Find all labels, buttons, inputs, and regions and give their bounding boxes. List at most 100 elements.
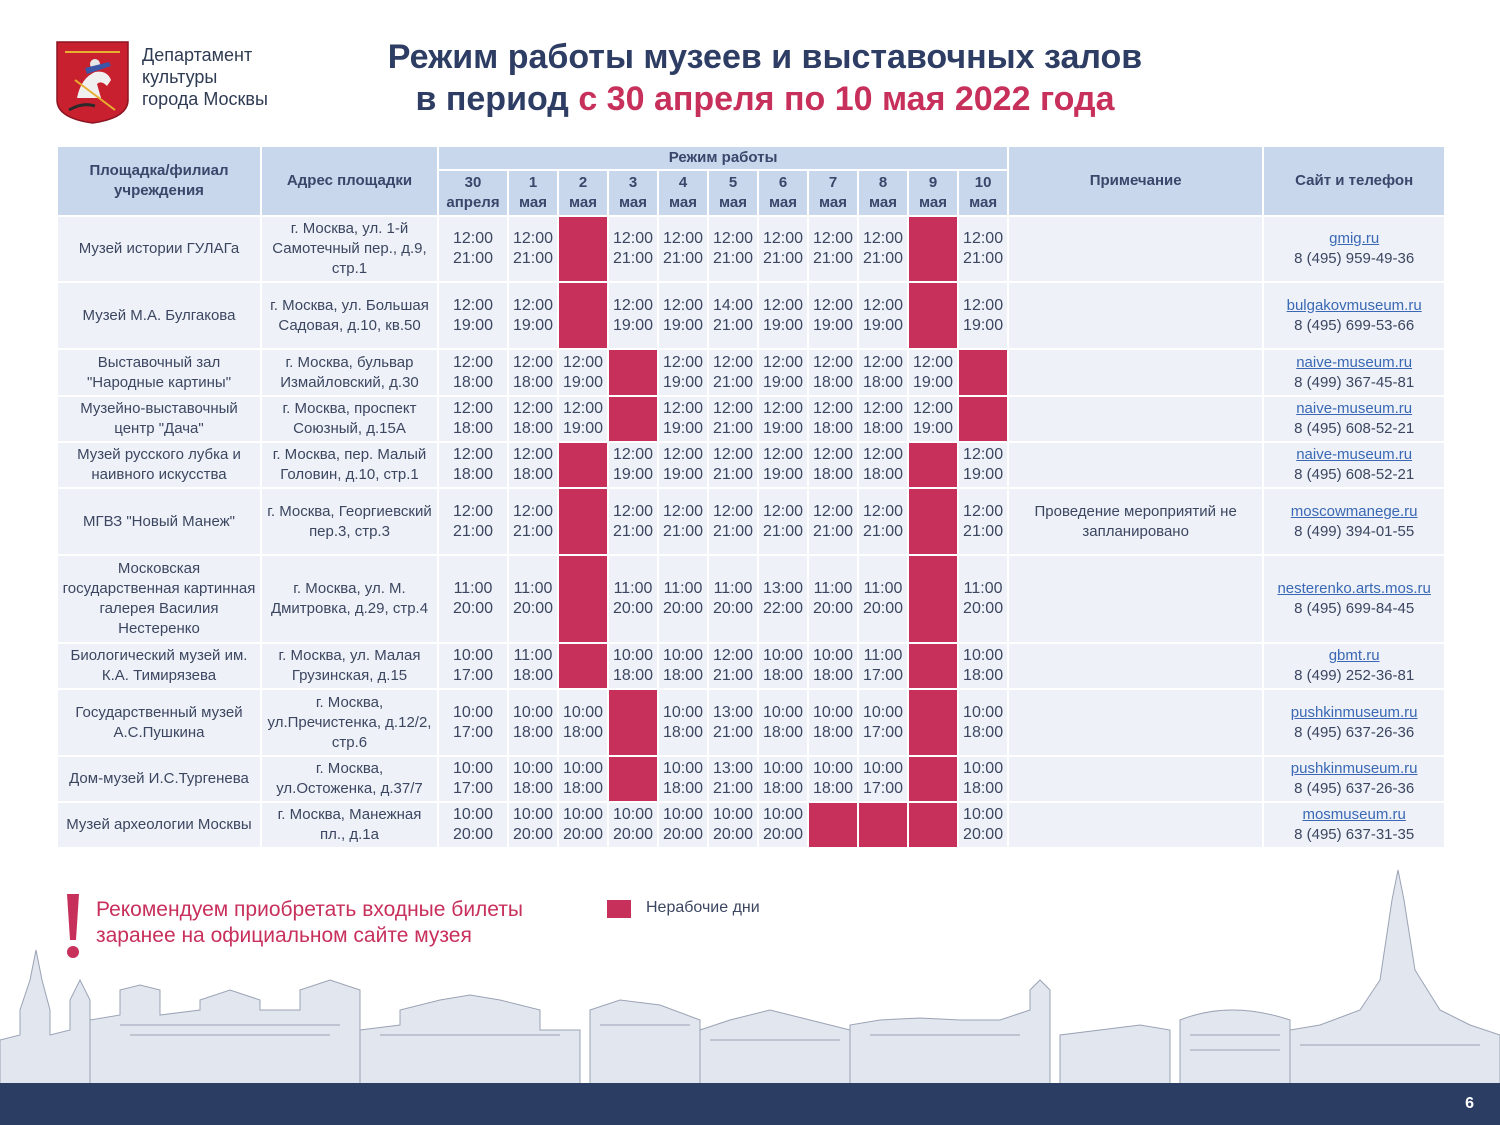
site-link-wrap: moscowmanege.ru	[1266, 502, 1442, 522]
close-time: 21:00	[712, 420, 754, 437]
hours-cell: 12:00 21:00	[709, 217, 757, 281]
phone-number: 8 (499) 252-36-81	[1294, 667, 1415, 684]
open-time: 12:00	[612, 296, 654, 314]
close-time: 19:00	[762, 420, 804, 437]
day-month: мая	[569, 194, 597, 211]
note-cell	[1009, 397, 1263, 441]
close-time: 21:00	[712, 250, 754, 267]
close-time: 19:00	[452, 316, 494, 334]
site-link[interactable]: moscowmanege.ru	[1290, 502, 1418, 520]
note-cell	[1009, 350, 1263, 395]
site-link[interactable]: bulgakovmuseum.ru	[1286, 296, 1422, 314]
open-time: 12:00	[712, 353, 754, 371]
hours-cell: 12:00 19:00	[559, 350, 607, 395]
table-row: Музей М.А. Булгакова г. Москва, ул. Больш…	[58, 283, 1445, 348]
open-time: 12:00	[512, 353, 554, 371]
site-link[interactable]: mosmuseum.ru	[1302, 806, 1406, 823]
address-cell: г. Москва, Манежная пл., д.1а	[262, 803, 437, 847]
table-row: Московская государственная картинная гал…	[58, 556, 1445, 642]
close-time: 21:00	[512, 250, 554, 267]
close-time: 21:00	[452, 250, 494, 267]
open-time: 10:00	[612, 806, 654, 823]
open-time: 12:00	[762, 353, 804, 371]
open-time: 10:00	[862, 760, 904, 777]
open-time: 12:00	[452, 400, 494, 417]
closed-day-cell	[909, 803, 957, 847]
table-row: Выставочный зал "Народные картины" г. Мос…	[58, 350, 1445, 395]
close-time: 20:00	[452, 826, 494, 843]
hours-cell: 13:00 22:00	[759, 556, 807, 642]
hours-cell: 12:00 21:00	[709, 397, 757, 441]
open-time: 11:00	[513, 647, 553, 664]
day-month: мая	[619, 194, 647, 211]
open-time: 12:00	[712, 400, 754, 417]
address-cell: г. Москва, ул. 1-й Самотечный пер., д.9,…	[262, 217, 437, 281]
site-link[interactable]: gbmt.ru	[1328, 647, 1380, 664]
site-link-wrap: gmig.ru	[1266, 229, 1442, 249]
close-time: 21:00	[712, 522, 754, 540]
open-time: 12:00	[612, 230, 654, 247]
close-time: 20:00	[762, 826, 804, 843]
open-time: 12:00	[812, 502, 854, 520]
close-time: 21:00	[512, 522, 554, 540]
site-link-wrap: naive-museum.ru	[1266, 399, 1442, 419]
header-day-2: 2 мая	[559, 171, 607, 215]
hours-cell: 10:00 17:00	[439, 690, 507, 755]
open-time: 12:00	[812, 446, 854, 463]
dept-line-2: культуры	[142, 67, 218, 87]
hours-cell: 10:00 17:00	[859, 757, 907, 801]
site-link[interactable]: gmig.ru	[1329, 230, 1380, 247]
hours-cell: 11:00 20:00	[859, 556, 907, 642]
close-time: 21:00	[612, 250, 654, 267]
site-link[interactable]: pushkinmuseum.ru	[1290, 703, 1418, 721]
open-time: 12:00	[662, 446, 704, 463]
close-time: 20:00	[452, 600, 494, 617]
site-link-wrap: pushkinmuseum.ru	[1266, 759, 1442, 779]
hours-cell: 11:00 20:00	[509, 556, 557, 642]
close-time: 19:00	[562, 373, 604, 391]
open-time: 12:00	[862, 230, 904, 247]
close-time: 19:00	[762, 466, 804, 483]
open-time: 11:00	[663, 580, 703, 597]
day-number: 9	[928, 174, 938, 191]
hours-cell: 12:00 21:00	[709, 489, 757, 554]
site-link[interactable]: naive-museum.ru	[1296, 353, 1413, 371]
close-time: 18:00	[812, 780, 854, 797]
site-link[interactable]: naive-museum.ru	[1296, 446, 1413, 463]
close-time: 18:00	[812, 723, 854, 741]
hours-cell: 12:00 19:00	[859, 283, 907, 348]
moscow-coat-of-arms-icon	[56, 41, 129, 124]
dept-line-1: Департамент	[142, 45, 253, 65]
site-link[interactable]: nesterenko.arts.mos.ru	[1277, 580, 1431, 597]
open-time: 12:00	[512, 446, 554, 463]
hours-cell: 13:00 21:00	[709, 690, 757, 755]
hours-cell: 10:00 20:00	[559, 803, 607, 847]
address-cell: г. Москва, ул. Малая Грузинская, д.15	[262, 644, 437, 688]
site-link[interactable]: naive-museum.ru	[1296, 400, 1413, 417]
open-time: 10:00	[963, 806, 1004, 823]
open-time: 10:00	[862, 703, 904, 721]
open-time: 11:00	[453, 580, 493, 597]
site-link-wrap: naive-museum.ru	[1266, 445, 1442, 465]
open-time: 12:00	[812, 296, 854, 314]
open-time: 12:00	[452, 230, 494, 247]
open-time: 10:00	[512, 760, 554, 777]
close-time: 21:00	[612, 522, 654, 540]
hours-cell: 12:00 18:00	[509, 350, 557, 395]
hours-cell: 12:00 18:00	[509, 443, 557, 487]
hours-cell: 12:00 21:00	[959, 217, 1008, 281]
venue-cell: Московская государственная картинная гал…	[58, 556, 260, 642]
close-time: 21:00	[712, 667, 754, 684]
site-link[interactable]: pushkinmuseum.ru	[1290, 760, 1418, 777]
open-time: 13:00	[762, 580, 804, 597]
open-time: 12:00	[762, 502, 804, 520]
open-time: 10:00	[452, 647, 494, 664]
hours-cell: 10:00 18:00	[809, 757, 857, 801]
hours-cell: 12:00 18:00	[439, 443, 507, 487]
close-time: 18:00	[452, 373, 494, 391]
hours-cell: 12:00 19:00	[609, 443, 657, 487]
hours-cell: 12:00 19:00	[759, 283, 807, 348]
close-time: 18:00	[452, 466, 494, 483]
close-time: 19:00	[612, 466, 654, 483]
open-time: 12:00	[862, 353, 904, 371]
